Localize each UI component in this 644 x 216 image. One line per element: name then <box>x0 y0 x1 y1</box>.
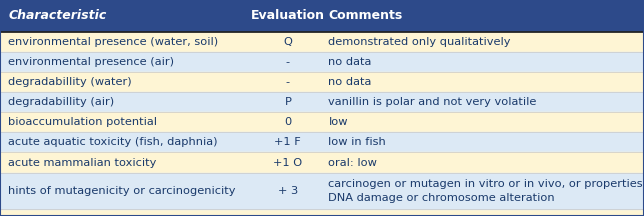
Text: no data: no data <box>328 57 372 67</box>
Text: -: - <box>286 77 290 87</box>
Text: Q: Q <box>283 37 292 47</box>
Text: carcinogen or mutagen in vitro or in vivo, or properties of
DNA damage or chromo: carcinogen or mutagen in vitro or in viv… <box>328 179 644 203</box>
Text: demonstrated only qualitatively: demonstrated only qualitatively <box>328 37 511 47</box>
Text: P: P <box>285 97 291 107</box>
Text: Characteristic: Characteristic <box>8 10 107 22</box>
Bar <box>0 112 644 132</box>
Bar <box>0 32 644 52</box>
Text: + 3: + 3 <box>278 186 298 196</box>
Text: hints of mutagenicity or carcinogenicity: hints of mutagenicity or carcinogenicity <box>8 186 236 196</box>
Text: no data: no data <box>328 77 372 87</box>
Text: environmental presence (water, soil): environmental presence (water, soil) <box>8 37 218 47</box>
Text: +1 O: +1 O <box>273 157 303 168</box>
Bar <box>0 132 644 152</box>
Text: oral: low: oral: low <box>328 157 377 168</box>
Text: 0: 0 <box>284 117 292 127</box>
Text: low: low <box>328 117 348 127</box>
Text: acute aquatic toxicity (fish, daphnia): acute aquatic toxicity (fish, daphnia) <box>8 137 218 148</box>
Text: acute mammalian toxicity: acute mammalian toxicity <box>8 157 156 168</box>
Text: vanillin is polar and not very volatile: vanillin is polar and not very volatile <box>328 97 537 107</box>
Bar <box>0 72 644 92</box>
Text: low in fish: low in fish <box>328 137 386 148</box>
Bar <box>0 173 644 209</box>
Bar <box>0 52 644 72</box>
Bar <box>0 0 644 32</box>
Text: +1 F: +1 F <box>274 137 301 148</box>
Text: Evaluation: Evaluation <box>251 10 325 22</box>
Text: Comments: Comments <box>328 10 402 22</box>
Text: degradabillity (water): degradabillity (water) <box>8 77 132 87</box>
Bar <box>0 92 644 112</box>
Text: bioaccumulation potential: bioaccumulation potential <box>8 117 157 127</box>
Text: -: - <box>286 57 290 67</box>
Text: environmental presence (air): environmental presence (air) <box>8 57 175 67</box>
Bar <box>0 152 644 173</box>
Text: degradabillity (air): degradabillity (air) <box>8 97 115 107</box>
